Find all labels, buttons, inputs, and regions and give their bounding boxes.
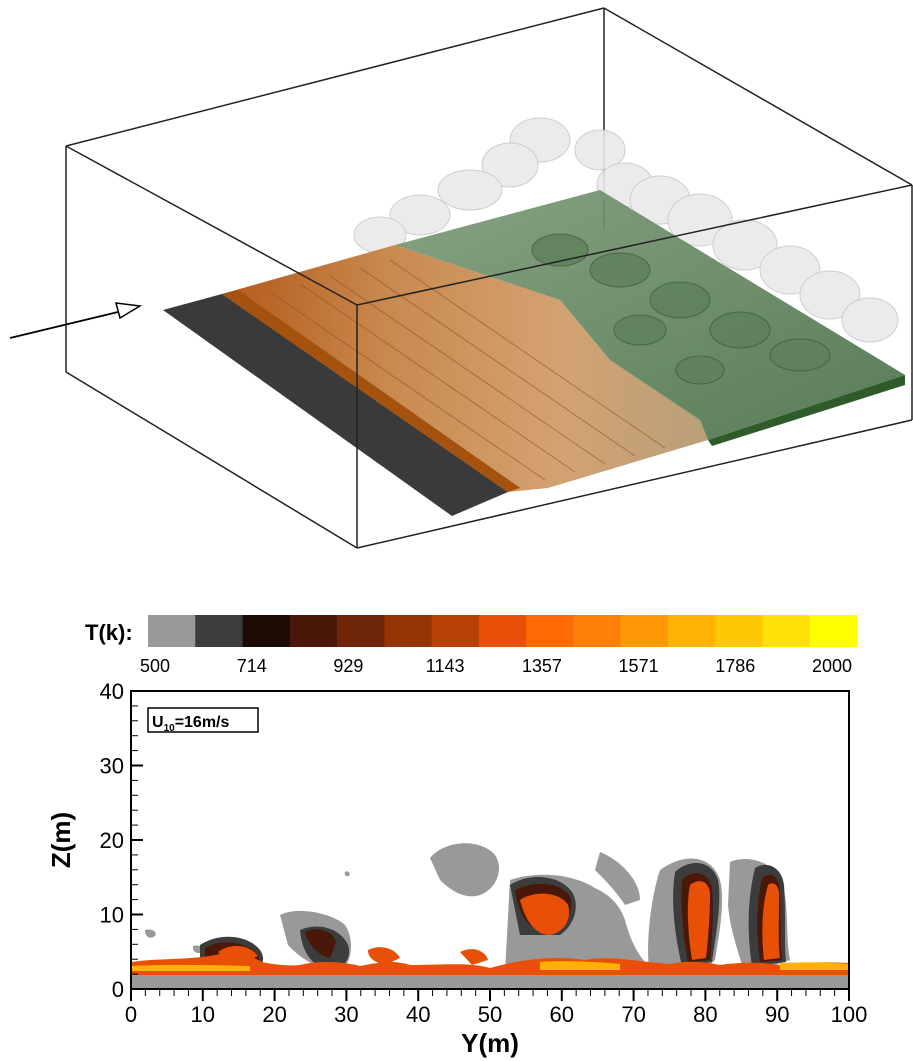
x-tick-label: 100 bbox=[831, 1002, 868, 1027]
colorbar-tick-label: 500 bbox=[140, 656, 170, 676]
colorbar-ticks: 500 714 929 1143 1357 1571 1786 2000 bbox=[140, 656, 852, 676]
wind-speed-annotation: U10=16m/s bbox=[147, 707, 259, 734]
vegetation-bumps bbox=[531, 233, 831, 385]
colorbar-label: T(k): bbox=[85, 620, 133, 645]
colorbar-swatch bbox=[337, 615, 385, 647]
colorbar-tick-label: 1571 bbox=[619, 656, 659, 676]
smoke-plume-isosurface bbox=[353, 117, 899, 343]
x-axis-ticks: 0 10 20 30 40 50 60 70 80 90 100 bbox=[125, 989, 867, 1027]
colorbar-tick-label: 929 bbox=[333, 656, 363, 676]
colorbar-swatch bbox=[384, 615, 433, 647]
temperature-contours bbox=[131, 843, 849, 989]
wind-direction-arrow bbox=[9, 302, 143, 339]
colorbar-tick-label: 2000 bbox=[812, 656, 852, 676]
x-tick-label: 10 bbox=[191, 1002, 215, 1027]
colorbar-swatch bbox=[289, 615, 338, 647]
y-tick-label: 20 bbox=[100, 828, 124, 853]
colorbar-swatch bbox=[620, 615, 669, 647]
colorbar-swatch bbox=[715, 615, 763, 647]
contour-level-1357 bbox=[131, 881, 849, 975]
perspective-view bbox=[9, 7, 913, 549]
contour-plot: 0 10 20 30 40 50 60 70 80 90 100 0 10 20 30 40 Y(m) Z(… bbox=[46, 679, 867, 1058]
colorbar-tick-label: 714 bbox=[237, 656, 267, 676]
x-axis-label: Y(m) bbox=[461, 1028, 519, 1058]
y-axis-label: Z(m) bbox=[46, 812, 76, 868]
colorbar: T(k): 500 714 929 1143 1357 1571 1786 2000 bbox=[85, 615, 858, 676]
colorbar-tick-label: 1357 bbox=[522, 656, 562, 676]
colorbar-swatch bbox=[809, 615, 858, 647]
x-tick-label: 70 bbox=[621, 1002, 645, 1027]
fire-base-line bbox=[222, 290, 520, 492]
y-tick-label: 10 bbox=[100, 903, 124, 928]
colorbar-swatch bbox=[431, 615, 480, 647]
annotation-base: U bbox=[152, 714, 164, 731]
colorbar-swatch bbox=[478, 615, 527, 647]
colorbar-swatch bbox=[573, 615, 622, 647]
x-tick-label: 20 bbox=[262, 1002, 286, 1027]
colorbar-swatch bbox=[667, 615, 716, 647]
x-tick-label: 90 bbox=[765, 1002, 789, 1027]
x-tick-label: 40 bbox=[406, 1002, 430, 1027]
contour-level-1786 bbox=[131, 961, 849, 971]
colorbar-swatch bbox=[242, 615, 291, 647]
colorbar-swatch bbox=[762, 615, 811, 647]
svg-text:U10=16m/s: U10=16m/s bbox=[152, 714, 230, 734]
annotation-subscript: 10 bbox=[164, 723, 176, 734]
y-tick-label: 0 bbox=[112, 977, 124, 1002]
x-tick-label: 50 bbox=[478, 1002, 502, 1027]
colorbar-swatch bbox=[148, 615, 196, 647]
y-tick-label: 40 bbox=[100, 679, 124, 704]
annotation-rest: =16m/s bbox=[175, 714, 230, 731]
vegetation-edge bbox=[708, 375, 905, 446]
colorbar-swatches bbox=[148, 615, 858, 647]
y-axis-ticks: 0 10 20 30 40 bbox=[100, 679, 143, 1002]
vegetation-surface bbox=[395, 190, 905, 440]
x-tick-label: 60 bbox=[550, 1002, 574, 1027]
colorbar-swatch bbox=[195, 615, 244, 647]
colorbar-swatch bbox=[526, 615, 574, 647]
domain-box-back bbox=[65, 7, 913, 372]
x-tick-label: 80 bbox=[693, 1002, 717, 1027]
domain-box-front bbox=[65, 145, 913, 549]
x-tick-label: 30 bbox=[334, 1002, 358, 1027]
colorbar-tick-label: 1786 bbox=[715, 656, 755, 676]
unburnt-fuel-strip bbox=[163, 294, 508, 516]
x-tick-label: 0 bbox=[125, 1002, 137, 1027]
y-tick-label: 30 bbox=[100, 754, 124, 779]
colorbar-tick-label: 1143 bbox=[426, 656, 465, 676]
